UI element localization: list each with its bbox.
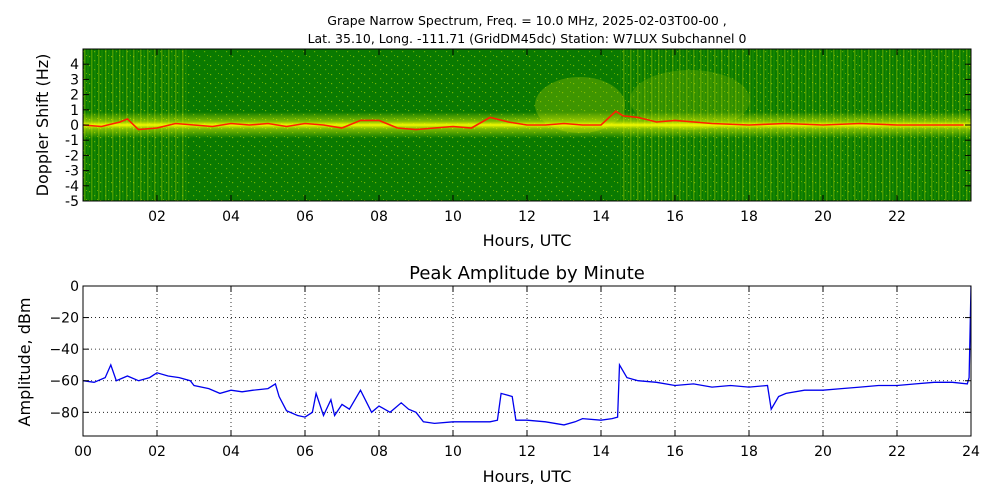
spectrum-x-tick-label: 10 — [444, 209, 462, 225]
amplitude-x-tick-label: 12 — [518, 444, 536, 460]
spectrum-y-tick-label: -5 — [65, 194, 79, 210]
spectrum-x-tick-label: 14 — [592, 209, 610, 225]
spectrum-x-tick-label: 08 — [370, 209, 388, 225]
amplitude-x-tick-label: 04 — [222, 444, 240, 460]
amplitude-axes: 00 02 04 06 08 10 12 14 16 18 20 22 24 0 −20 −40 −60 −80 — [49, 279, 980, 460]
amplitude-x-tick-label: 06 — [296, 444, 314, 460]
spectrum-y-tick-label: -1 — [65, 133, 79, 149]
spectrum-y-tick-label: -2 — [65, 148, 79, 164]
spectrum-x-tick-label: 18 — [740, 209, 758, 225]
amplitude-x-tick-label: 14 — [592, 444, 610, 460]
amplitude-plot-area — [83, 286, 971, 436]
amplitude-x-tick-label: 08 — [370, 444, 388, 460]
spectrum-y-tick-label: 1 — [70, 103, 79, 119]
spectrum-y-tick-label: 2 — [70, 88, 79, 104]
spectrum-y-axis-label: Doppler Shift (Hz) — [33, 54, 52, 197]
spectrum-title-line1: Grape Narrow Spectrum, Freq. = 10.0 MHz,… — [327, 13, 726, 28]
amplitude-x-tick-label: 00 — [74, 444, 92, 460]
spectrum-y-tick-label: 3 — [70, 72, 79, 88]
spectrum-title-line2: Lat. 35.10, Long. -111.71 (GridDM45dc) S… — [308, 31, 747, 46]
amplitude-x-tick-label: 18 — [740, 444, 758, 460]
spectrum-x-tick-label: 22 — [888, 209, 906, 225]
amplitude-x-tick-label: 02 — [148, 444, 166, 460]
amplitude-y-tick-label: −60 — [49, 374, 79, 390]
spectrum-x-tick-label: 04 — [222, 209, 240, 225]
amplitude-x-axis-label: Hours, UTC — [483, 467, 572, 486]
amplitude-y-tick-label: −40 — [49, 342, 79, 358]
spectrogram-image — [83, 49, 971, 201]
spectrum-x-tick-label: 20 — [814, 209, 832, 225]
amplitude-x-tick-label: 24 — [962, 444, 980, 460]
amplitude-y-tick-label: 0 — [70, 279, 79, 295]
spectrum-x-tick-label: 12 — [518, 209, 536, 225]
spectrum-x-tick-label: 02 — [148, 209, 166, 225]
spectrum-x-axis-label: Hours, UTC — [483, 231, 572, 250]
spectrum-x-tick-label: 06 — [296, 209, 314, 225]
spectrum-y-tick-label: -4 — [65, 179, 79, 195]
amplitude-x-tick-label: 22 — [888, 444, 906, 460]
amplitude-y-tick-label: −80 — [49, 405, 79, 421]
doppler-trace — [83, 110, 964, 131]
amplitude-x-tick-label: 20 — [814, 444, 832, 460]
amplitude-x-tick-label: 16 — [666, 444, 684, 460]
amplitude-y-axis-label: Amplitude, dBm — [15, 298, 34, 427]
amplitude-x-tick-label: 10 — [444, 444, 462, 460]
amplitude-y-tick-label: −20 — [49, 311, 79, 327]
amplitude-grid — [83, 286, 971, 436]
spectrum-y-tick-label: 0 — [70, 118, 79, 134]
amplitude-series-line — [83, 286, 971, 426]
spectrum-y-tick-label: -3 — [65, 164, 79, 180]
spectrum-y-tick-label: 4 — [70, 57, 79, 73]
amplitude-title: Peak Amplitude by Minute — [409, 263, 645, 284]
spectrum-x-tick-label: 16 — [666, 209, 684, 225]
